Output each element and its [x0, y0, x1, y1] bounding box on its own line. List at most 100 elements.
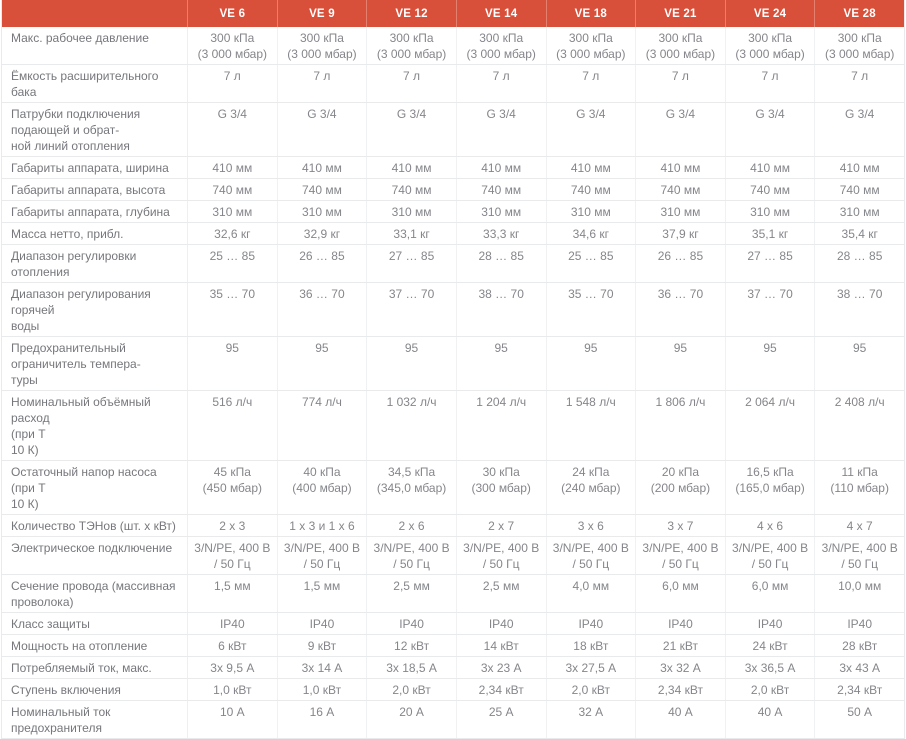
spec-value: 740 мм [725, 178, 816, 201]
spec-row: Электрическое подключение 3/N/PE, 400 В /… [1, 536, 905, 575]
spec-value: 95 [635, 336, 726, 391]
spec-label: Потребляемый ток, макс. [1, 656, 188, 679]
spec-value: G 3/4 [546, 102, 637, 157]
spec-value: 3/N/PE, 400 В / 50 Гц [456, 536, 547, 575]
spec-value: 34,5 кПа (345,0 мбар) [366, 460, 457, 515]
spec-row: Диапазон регулировки отопления 25 … 85 26 … [1, 244, 905, 283]
spec-value: 3/N/PE, 400 В / 50 Гц [187, 536, 278, 575]
spec-value: 37,9 кг [635, 222, 726, 245]
spec-value: 95 [277, 336, 368, 391]
specs-table-header: VE 6 VE 9 VE 12 VE 14 VE 18 VE 21 VE 24 VE 28 [1, 0, 905, 27]
spec-value: 95 [187, 336, 278, 391]
spec-value: 1,0 кВт [277, 678, 368, 701]
spec-value: 24 кПа (240 мбар) [546, 460, 637, 515]
spec-label: Диапазон регулирования горячей воды [1, 282, 188, 337]
spec-value: 300 кПа (3 000 мбар) [277, 27, 368, 65]
spec-value: 21 кВт [635, 634, 726, 657]
spec-value: 740 мм [546, 178, 637, 201]
spec-row: Макс. рабочее давление 300 кПа (3 000 мба… [1, 27, 905, 65]
spec-value: 32,6 кг [187, 222, 278, 245]
spec-value: 33,1 кг [366, 222, 457, 245]
spec-value: 7 л [277, 64, 368, 103]
spec-value: 3/N/PE, 400 В / 50 Гц [814, 536, 905, 575]
spec-value: 16 А [277, 700, 368, 739]
spec-value: 16,5 кПа (165,0 мбар) [725, 460, 816, 515]
spec-value: 310 мм [456, 200, 547, 223]
spec-value: 300 кПа (3 000 мбар) [366, 27, 457, 65]
spec-value: 310 мм [814, 200, 905, 223]
spec-label: Количество ТЭНов (шт. х кВт) [1, 514, 188, 537]
spec-row: Номинальный ток предохранителя 10 А 16 А 20… [1, 700, 905, 739]
spec-value: 26 … 85 [277, 244, 368, 283]
spec-row: Мощность на отопление 6 кВт 9 кВт 12 кВт 14 … [1, 634, 905, 657]
spec-value: 3х 32 А [635, 656, 726, 679]
header-row: VE 6 VE 9 VE 12 VE 14 VE 18 VE 21 VE 24 VE 28 [1, 0, 905, 27]
spec-value: 7 л [366, 64, 457, 103]
spec-value: 3/N/PE, 400 В / 50 Гц [635, 536, 726, 575]
spec-value: 310 мм [366, 200, 457, 223]
spec-value: 1,5 мм [187, 574, 278, 613]
spec-value: 2 х 7 [456, 514, 547, 537]
spec-value: 24 кВт [725, 634, 816, 657]
spec-value: 25 … 85 [187, 244, 278, 283]
spec-label: Масса нетто, прибл. [1, 222, 188, 245]
spec-value: 740 мм [456, 178, 547, 201]
spec-value: 3/N/PE, 400 В / 50 Гц [725, 536, 816, 575]
spec-value: 1 204 л/ч [456, 390, 547, 461]
spec-value: 2 х 3 [187, 514, 278, 537]
spec-value: 50 А [814, 700, 905, 739]
spec-value: 27 … 85 [725, 244, 816, 283]
spec-value: 2 408 л/ч [814, 390, 905, 461]
spec-label: Мощность на отопление [1, 634, 188, 657]
spec-row: Патрубки подключения подающей и обрат- н… [1, 102, 905, 157]
spec-value: 1 806 л/ч [635, 390, 726, 461]
spec-value: G 3/4 [277, 102, 368, 157]
spec-value: 35 … 70 [187, 282, 278, 337]
spec-value: 740 мм [635, 178, 726, 201]
spec-value: 2,0 кВт [366, 678, 457, 701]
spec-value: 410 мм [277, 156, 368, 179]
spec-value: 25 А [456, 700, 547, 739]
column-header-ve-18: VE 18 [545, 0, 636, 27]
spec-value: 7 л [456, 64, 547, 103]
spec-value: 310 мм [546, 200, 637, 223]
spec-value: 410 мм [456, 156, 547, 179]
spec-value: 300 кПа (3 000 мбар) [814, 27, 905, 65]
spec-value: 28 … 85 [814, 244, 905, 283]
spec-value: 3х 9,5 А [187, 656, 278, 679]
spec-value: 4 х 6 [725, 514, 816, 537]
spec-value: 410 мм [546, 156, 637, 179]
spec-value: 1 548 л/ч [546, 390, 637, 461]
spec-value: 3х 23 А [456, 656, 547, 679]
spec-value: 410 мм [366, 156, 457, 179]
spec-value: 35 … 70 [546, 282, 637, 337]
spec-value: 410 мм [187, 156, 278, 179]
spec-value: 310 мм [725, 200, 816, 223]
spec-value: 3 х 7 [635, 514, 726, 537]
spec-row: Габариты аппарата, глубина 310 мм 310 мм 31… [1, 200, 905, 223]
spec-label: Ёмкость расширительного бака [1, 64, 188, 103]
spec-value: 3х 27,5 А [546, 656, 637, 679]
spec-value: 37 … 70 [366, 282, 457, 337]
spec-value: 38 … 70 [814, 282, 905, 337]
column-header-ve-9: VE 9 [276, 0, 367, 27]
spec-value: 2,34 кВт [635, 678, 726, 701]
spec-row: Номинальный объёмный расход (при Т 10 К)… [1, 390, 905, 461]
spec-row: Габариты аппарата, высота 740 мм 740 мм 740… [1, 178, 905, 201]
column-header-ve-12: VE 12 [366, 0, 457, 27]
column-header-ve-21: VE 21 [635, 0, 726, 27]
spec-value: 36 … 70 [635, 282, 726, 337]
spec-value: 2,5 мм [456, 574, 547, 613]
spec-value: IP40 [456, 612, 547, 635]
spec-value: 35,1 кг [725, 222, 816, 245]
spec-value: 410 мм [725, 156, 816, 179]
spec-value: 774 л/ч [277, 390, 368, 461]
spec-value: 7 л [814, 64, 905, 103]
spec-value: 740 мм [366, 178, 457, 201]
spec-label: Остаточный напор насоса (при Т 10 К) [1, 460, 188, 515]
spec-value: 300 кПа (3 000 мбар) [635, 27, 726, 65]
spec-value: 300 кПа (3 000 мбар) [725, 27, 816, 65]
column-header-ve-24: VE 24 [724, 0, 815, 27]
spec-label: Габариты аппарата, глубина [1, 200, 188, 223]
